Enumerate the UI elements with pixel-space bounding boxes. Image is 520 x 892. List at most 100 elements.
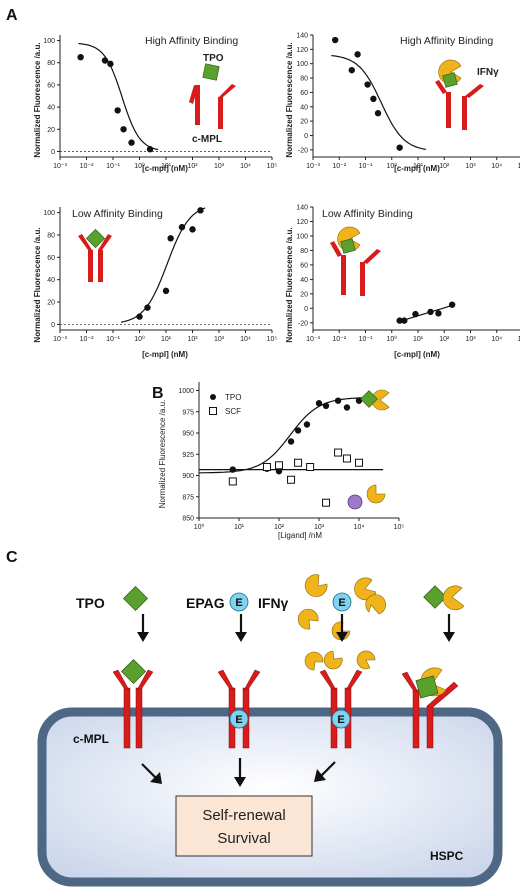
b-scf-point-7 bbox=[334, 448, 343, 457]
a4-data-point-0 bbox=[396, 317, 403, 324]
a2-xtick-label-2: 10⁻¹ bbox=[359, 163, 373, 170]
a3-ytick-label-2: 40 bbox=[47, 277, 55, 284]
a1-data-point-0 bbox=[77, 53, 84, 61]
c-receptor-4-complex-icon bbox=[415, 667, 447, 699]
c-epag-cloud-icon bbox=[332, 592, 352, 612]
c-receptor-3-epag-glyph: E bbox=[337, 714, 344, 726]
chart-b-ligand-binding: Normalized Fluorescence /a.u. [Ligand] /… bbox=[158, 382, 404, 540]
a3-ylabel: Normalized Fluorescence /a.u. bbox=[33, 227, 42, 342]
b-ytick-label-3: 925 bbox=[182, 452, 194, 459]
a3-ytick-label-3: 60 bbox=[47, 255, 55, 262]
a2-tpo-square-icon bbox=[442, 72, 458, 88]
a3-data-point-5 bbox=[189, 226, 196, 233]
a3-xtick-label-0: 10⁻³ bbox=[53, 336, 67, 343]
a3-data-point-2 bbox=[162, 287, 170, 295]
a2-data-point-0 bbox=[331, 36, 339, 44]
a1-tpo-square-icon bbox=[202, 63, 220, 81]
b-ytick-label-6: 1000 bbox=[178, 388, 194, 395]
a4-ytick-label-8: 140 bbox=[296, 205, 308, 212]
c-ifng-label: IFNγ bbox=[258, 595, 289, 611]
c-receptor-3-epag-icon bbox=[331, 709, 351, 729]
b-tpo-point-8 bbox=[334, 397, 342, 404]
b-legend-tpo-marker bbox=[210, 394, 216, 400]
a3-xtick-label-5: 10² bbox=[187, 336, 198, 343]
a3-data-point-6 bbox=[197, 207, 204, 214]
a2-xtick-label-1: 10⁻² bbox=[332, 163, 346, 170]
c-epag-label: EPAG bbox=[186, 595, 225, 611]
c-ifng-pacman-8-icon bbox=[356, 650, 376, 670]
a4-data-point-2 bbox=[412, 310, 419, 318]
a1-tpo-label: TPO bbox=[203, 53, 224, 64]
a2-data-point-3 bbox=[364, 81, 371, 88]
b-tpo-point-5 bbox=[303, 421, 311, 428]
b-tpo-point-0 bbox=[229, 466, 237, 473]
c-signal-arrows bbox=[141, 758, 336, 787]
a3-fit-line-0 bbox=[120, 207, 206, 323]
a3-tpo-diamond-icon bbox=[85, 228, 106, 249]
a2-data-point-4 bbox=[370, 95, 377, 103]
a1-xtick-label-4: 10¹ bbox=[161, 163, 172, 170]
a4-ytick-label-5: 80 bbox=[300, 248, 308, 255]
a3-xtick-label-2: 10⁻¹ bbox=[106, 336, 120, 343]
a4-data-point-5 bbox=[448, 301, 456, 308]
b-scf-point-8 bbox=[342, 454, 351, 463]
a4-data-point-4 bbox=[435, 310, 442, 317]
b-scf-point-3 bbox=[287, 475, 296, 484]
c-tpo-ifng-complex-icon bbox=[423, 585, 465, 611]
c-epag-icon: E bbox=[229, 592, 249, 612]
a1-ytick-label-1: 20 bbox=[47, 127, 55, 134]
a3-data-point-0 bbox=[136, 313, 143, 320]
a1-data-point-3 bbox=[114, 107, 121, 114]
b-tpo-point-3 bbox=[287, 438, 295, 445]
a2-tpo-ifng-cmpl-cartoon: IFNγ bbox=[435, 59, 499, 130]
b-tpo-ifng-complex-icon bbox=[360, 389, 390, 411]
a2-ylabel: Normalized Fluorescence /a.u. bbox=[285, 42, 294, 157]
a2-xtick-label-7: 10⁴ bbox=[491, 163, 502, 170]
a2-ytick-label-1: 0 bbox=[304, 133, 308, 140]
b-xtick-label-4: 10⁴ bbox=[354, 524, 365, 531]
a3-cmpl-receptor-icon bbox=[78, 234, 112, 282]
a4-xtick-label-8: 10⁵ bbox=[518, 336, 520, 343]
c-ifng-cloud: E bbox=[297, 574, 386, 641]
a3-ytick-label-0: 0 bbox=[51, 322, 55, 329]
a4-xtick-label-5: 10² bbox=[439, 336, 450, 343]
chart-a2-high-affinity-ifng: Normalized Fluorescence /a.u. [c-mpl] (n… bbox=[285, 33, 520, 173]
a3-data-point-3 bbox=[167, 235, 174, 242]
chart-a3-low-affinity-tpo: Normalized Fluorescence /a.u. [c-mpl] (n… bbox=[33, 207, 277, 359]
c-receptor-2-epag-icon bbox=[229, 709, 249, 729]
b-xtick-label-2: 10² bbox=[274, 524, 285, 531]
a1-cmpl-label: c-MPL bbox=[192, 134, 222, 145]
a2-data-point-2 bbox=[354, 51, 361, 58]
c-tpo-diamond-icon bbox=[122, 585, 149, 612]
b-ytick-label-1: 875 bbox=[182, 494, 194, 501]
b-legend-tpo: TPO bbox=[225, 393, 241, 402]
a4-xlabel: [c-mpl] (nM) bbox=[394, 350, 440, 359]
chart-a1-high-affinity-tpo: Normalized Fluorescence /a.u. [c-mpl] (n… bbox=[33, 35, 277, 173]
c-epag-cloud-glyph: E bbox=[338, 597, 345, 609]
b-scf-point-9 bbox=[355, 458, 363, 467]
a4-xtick-label-7: 10⁴ bbox=[491, 336, 502, 343]
c-outcome-box bbox=[175, 795, 313, 857]
b-tpo-point-4 bbox=[294, 427, 302, 434]
a3-xtick-label-3: 10⁰ bbox=[134, 335, 145, 343]
a1-data-point-5 bbox=[128, 139, 135, 146]
a2-ytick-label-2: 20 bbox=[300, 119, 308, 126]
a2-xtick-label-3: 10⁰ bbox=[386, 162, 397, 170]
a1-ytick-label-0: 0 bbox=[51, 149, 55, 156]
b-scf-circle-icon bbox=[347, 494, 363, 510]
a1-xtick-label-8: 10⁵ bbox=[267, 163, 278, 170]
a4-tpo-ifng-cmpl-cartoon bbox=[330, 226, 381, 296]
a4-data-point-3 bbox=[427, 308, 434, 316]
a2-data-point-1 bbox=[348, 66, 355, 74]
a1-data-point-6 bbox=[146, 146, 154, 153]
c-receptor-4-icon bbox=[401, 671, 459, 749]
b-xlabel: [Ligand] /nM bbox=[278, 531, 322, 540]
a2-ytick-label-0: -20 bbox=[298, 147, 308, 154]
a1-data-point-4 bbox=[120, 126, 127, 133]
c-outcome-line2: Survival bbox=[217, 830, 270, 847]
a2-ifng-label: IFNγ bbox=[477, 67, 499, 78]
b-tpo-point-6 bbox=[315, 400, 323, 407]
a2-ytick-label-8: 140 bbox=[296, 33, 308, 40]
c-tpo-label: TPO bbox=[76, 595, 105, 611]
